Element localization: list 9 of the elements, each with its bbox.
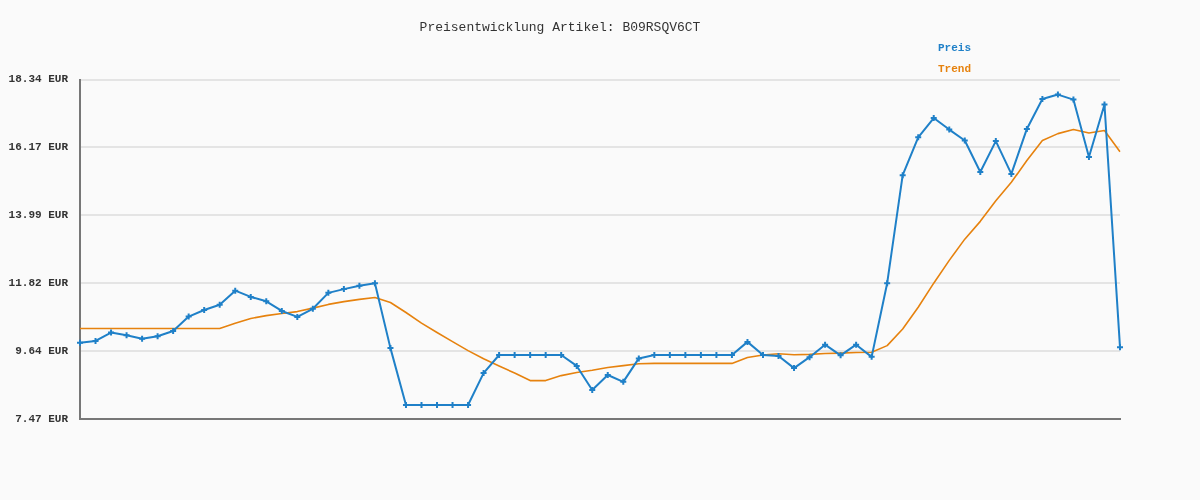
y-tick-label: 16.17 EUR (8, 141, 69, 154)
text: Trend (938, 62, 972, 77)
y-tick-label: 11.82 EUR (8, 276, 69, 289)
y-tick-label: 18.34 EUR (8, 73, 69, 86)
y-tick-label: 7.47 EUR (15, 412, 69, 425)
y-tick-label: 13.99 EUR (8, 209, 69, 222)
y-tick-label: 9.64 EUR (15, 345, 69, 358)
text: Preis (938, 41, 972, 56)
chart-title: Preisentwicklung Artikel: B09RSQV6CT (419, 20, 701, 36)
